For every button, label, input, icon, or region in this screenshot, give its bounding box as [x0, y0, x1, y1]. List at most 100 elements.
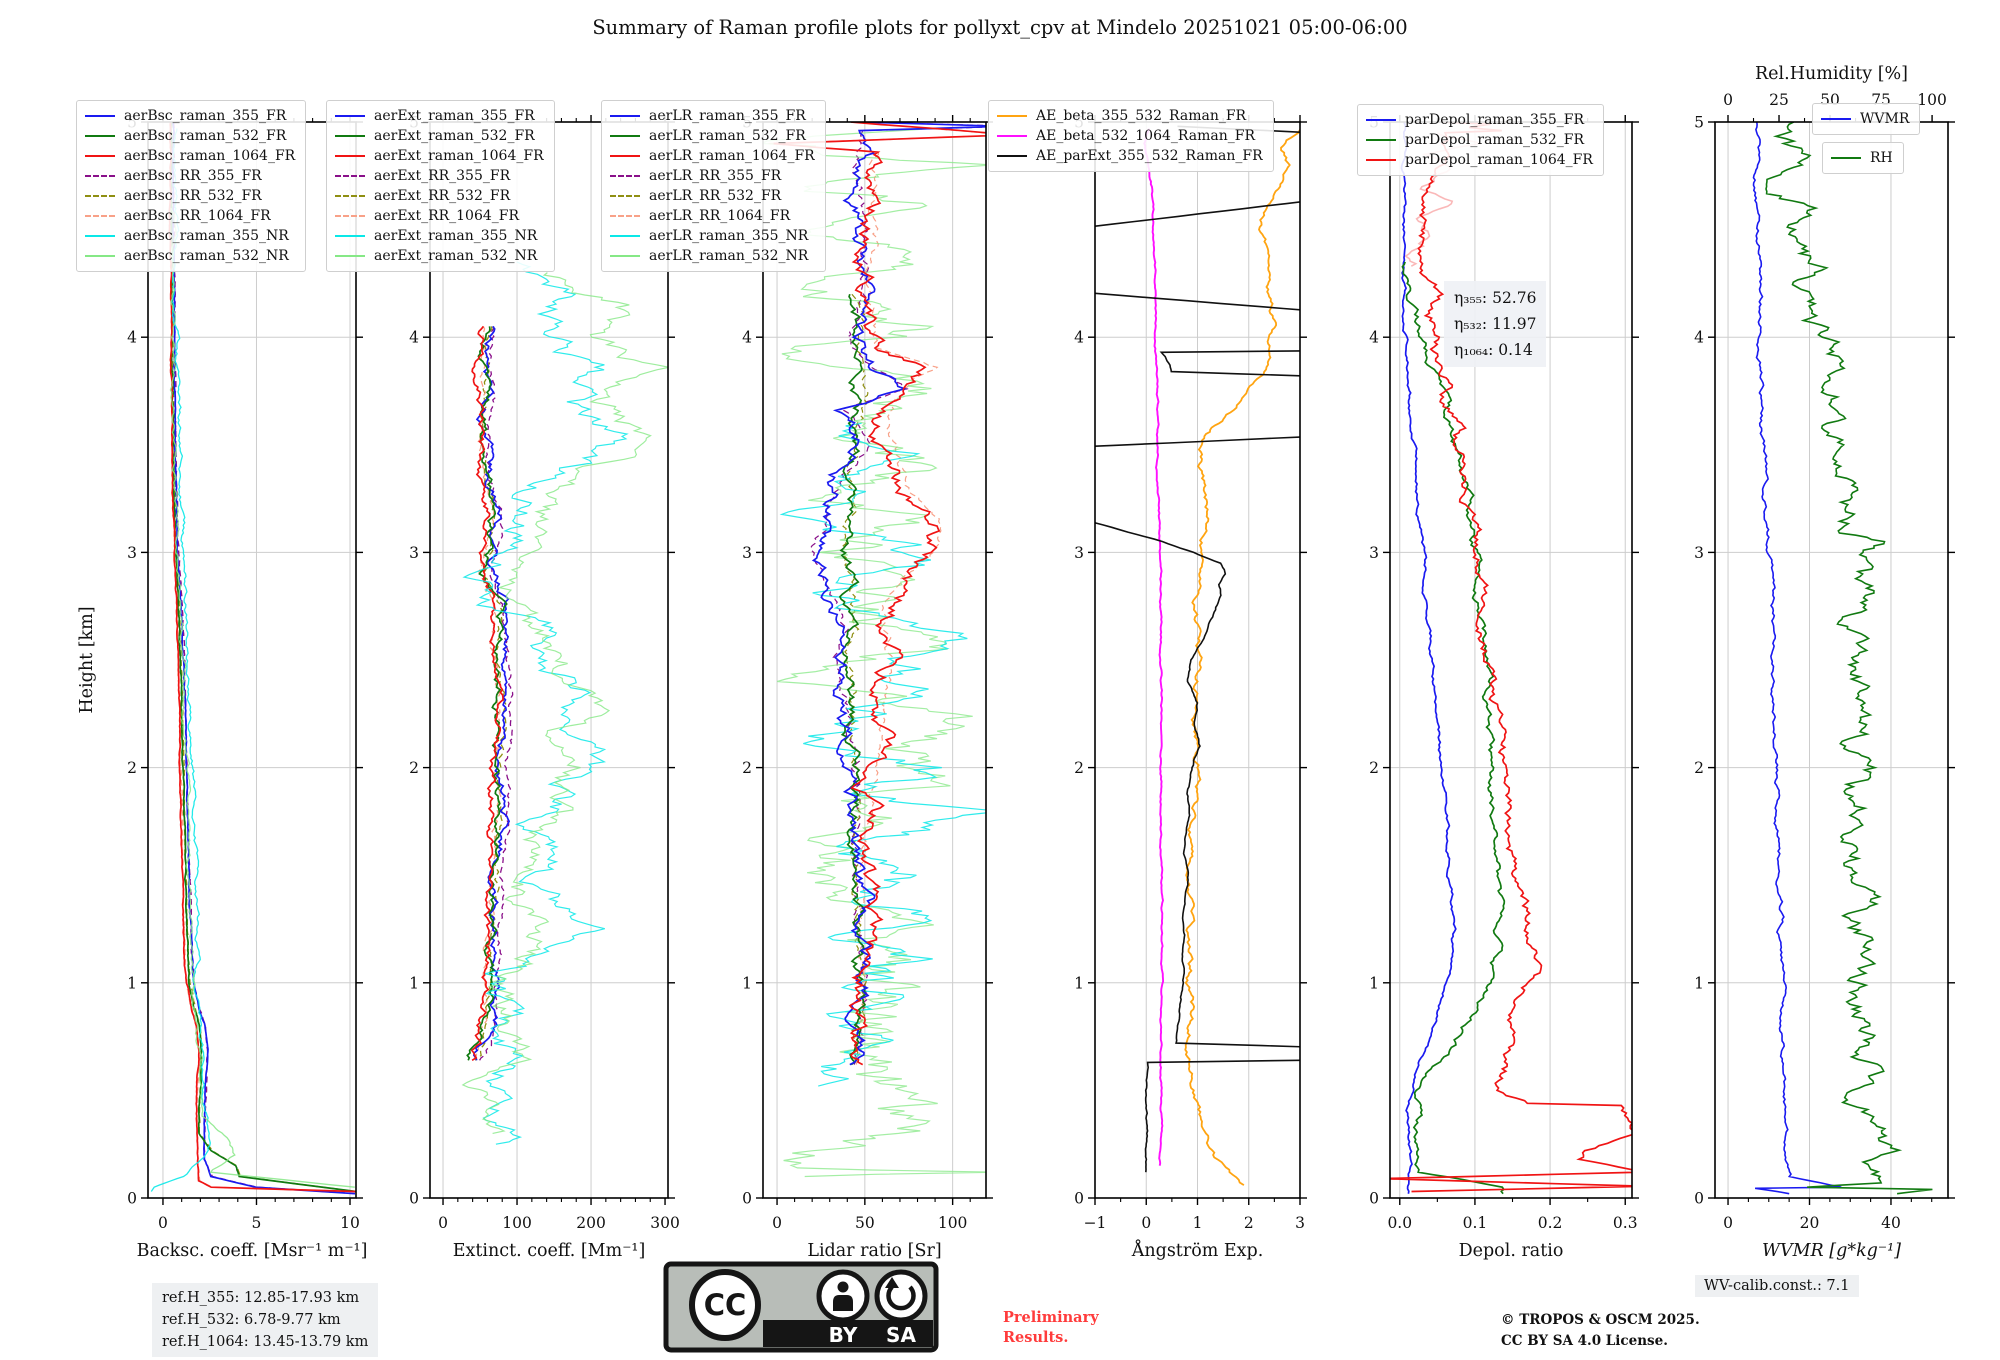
- y-tick-label: 2: [1074, 759, 1084, 777]
- y-tick-label: 5: [409, 114, 419, 132]
- series-parDepol_raman_1064_FR_uncertain: [1404, 132, 1481, 267]
- x-tick-label: −1: [1084, 1214, 1107, 1232]
- x-tick-label: 50: [855, 1214, 875, 1232]
- y-tick-label: 0: [127, 1190, 137, 1208]
- axes-frame: [1714, 121, 1949, 1199]
- x-tick-label: 0: [158, 1214, 168, 1232]
- x-tick-label: 0: [1723, 1214, 1733, 1232]
- y-tick-label: 1: [1074, 974, 1084, 992]
- y-tick-label: 1: [409, 974, 419, 992]
- x-axis-label-backscatter: Backsc. coeff. [Msr⁻¹ m⁻¹]: [137, 1241, 368, 1261]
- y-tick-label: 2: [742, 759, 752, 777]
- x-tick-label: 2: [1244, 1214, 1254, 1232]
- series-aerBsc_raman_532_FR: [169, 122, 356, 1193]
- y-tick-label: 2: [127, 759, 137, 777]
- y-tick-label: 5: [742, 114, 752, 132]
- series-group: [1390, 122, 1632, 1195]
- series-parDepol_raman_532_FR: [1401, 261, 1506, 1195]
- axes-frame: [429, 121, 669, 1199]
- x-axis-label-extinction: Extinct. coeff. [Mm⁻¹]: [453, 1241, 646, 1261]
- figure-title: Summary of Raman profile plots for polly…: [592, 16, 1408, 39]
- x-tick-label: 5: [252, 1214, 262, 1232]
- x-tick-label: 0: [772, 1214, 782, 1232]
- y-tick-label: 2: [409, 759, 419, 777]
- top-axis-label: Rel.Humidity [%]: [1755, 64, 1908, 84]
- x-tick-label: 0: [1141, 1214, 1151, 1232]
- x-tick-label: 200: [576, 1214, 606, 1232]
- series-aerExt_raman_355_NR: [462, 261, 629, 1145]
- series-aerLR_raman_355_FR: [811, 122, 986, 1066]
- top-tick-label: 100: [1917, 91, 1947, 109]
- series-group: [1095, 125, 1300, 1186]
- x-axis-label-depol-ratio: Depol. ratio: [1459, 1241, 1564, 1261]
- series-aerBsc_RR_532_FR: [170, 122, 356, 1193]
- y-tick-label: 3: [127, 544, 137, 562]
- y-tick-label: 1: [742, 974, 752, 992]
- y-tick-label: 5: [1074, 114, 1084, 132]
- y-tick-label: 4: [127, 329, 137, 347]
- y-tick-label: 5: [1369, 114, 1379, 132]
- y-tick-label: 0: [742, 1190, 752, 1208]
- series-aerBsc_raman_355_NR: [150, 128, 211, 1192]
- y-tick-label: 0: [1694, 1190, 1704, 1208]
- y-tick-label: 4: [409, 329, 419, 347]
- series-group: [461, 261, 668, 1145]
- series-aerBsc_RR_1064_FR: [169, 122, 356, 1193]
- y-tick-label: 5: [127, 114, 137, 132]
- y-tick-label: 1: [1369, 974, 1379, 992]
- y-tick-label: 3: [1369, 544, 1379, 562]
- top-tick-label: 50: [1820, 91, 1840, 109]
- series-WVMR: [1752, 122, 1842, 1195]
- series-aerLR_RR_1064_FR: [766, 122, 986, 1065]
- series-aerBsc_raman_1064_FR: [168, 122, 356, 1193]
- y-tick-label: 3: [742, 544, 752, 562]
- series-aerExt_RR_1064_FR: [473, 326, 502, 1061]
- series-aerLR_RR_355_FR: [809, 122, 986, 1065]
- x-tick-label: 0.2: [1538, 1214, 1563, 1232]
- x-tick-label: 100: [938, 1214, 968, 1232]
- series-aerExt_raman_1064_FR: [470, 325, 504, 1062]
- x-tick-label: 40: [1881, 1214, 1901, 1232]
- x-tick-label: 3: [1295, 1214, 1305, 1232]
- series-RH: [1765, 122, 1933, 1195]
- series-AE_beta_355_532_Raman_FR: [1184, 128, 1300, 1186]
- x-tick-label: 20: [1800, 1214, 1820, 1232]
- series-group: [1752, 122, 1933, 1195]
- y-tick-label: 3: [1694, 544, 1704, 562]
- series-AE_beta_532_1064_Raman_FR: [1143, 128, 1165, 1166]
- y-tick-label: 5: [1694, 114, 1704, 132]
- y-tick-label: 4: [1694, 329, 1704, 347]
- series-aerLR_raman_355_NR: [779, 422, 986, 1087]
- x-tick-label: 300: [650, 1214, 680, 1232]
- y-tick-label: 4: [1369, 329, 1379, 347]
- x-tick-label: 0: [438, 1214, 448, 1232]
- x-axis-label-wvmr-rh: WVMR [g*kg⁻¹]: [1762, 1241, 1901, 1261]
- axes-frame: [1389, 121, 1633, 1199]
- y-tick-label: 0: [1369, 1190, 1379, 1208]
- series-aerLR_raman_532_FR: [838, 293, 867, 1066]
- series-aerLR_raman_532_NR: [763, 127, 986, 1178]
- y-tick-label: 2: [1369, 759, 1379, 777]
- x-tick-label: 100: [502, 1214, 532, 1232]
- y-tick-label: 0: [1074, 1190, 1084, 1208]
- top-tick-label: 25: [1769, 91, 1789, 109]
- top-tick-label: 75: [1871, 91, 1891, 109]
- series-aerExt_RR_355_FR: [479, 326, 514, 1061]
- series-aerLR_raman_1064_FR: [773, 122, 986, 1066]
- series-aerBsc_raman_532_NR: [169, 207, 355, 1188]
- y-tick-label: 1: [127, 974, 137, 992]
- y-tick-label: 4: [742, 329, 752, 347]
- x-tick-label: 1: [1193, 1214, 1203, 1232]
- series-parDepol_raman_1064_FR: [1390, 122, 1632, 1193]
- x-axis-label-lidar-ratio: Lidar ratio [Sr]: [807, 1241, 941, 1261]
- series-parDepol_raman_355_FR: [1400, 122, 1457, 1194]
- y-tick-label: 0: [409, 1190, 419, 1208]
- series-group: [150, 122, 356, 1195]
- series-aerExt_raman_532_NR: [461, 272, 668, 1134]
- top-tick-label: 0: [1723, 91, 1733, 109]
- y-tick-label: 3: [409, 544, 419, 562]
- x-tick-label: 0.1: [1463, 1214, 1488, 1232]
- y-axis-label: Height [km]: [77, 606, 97, 713]
